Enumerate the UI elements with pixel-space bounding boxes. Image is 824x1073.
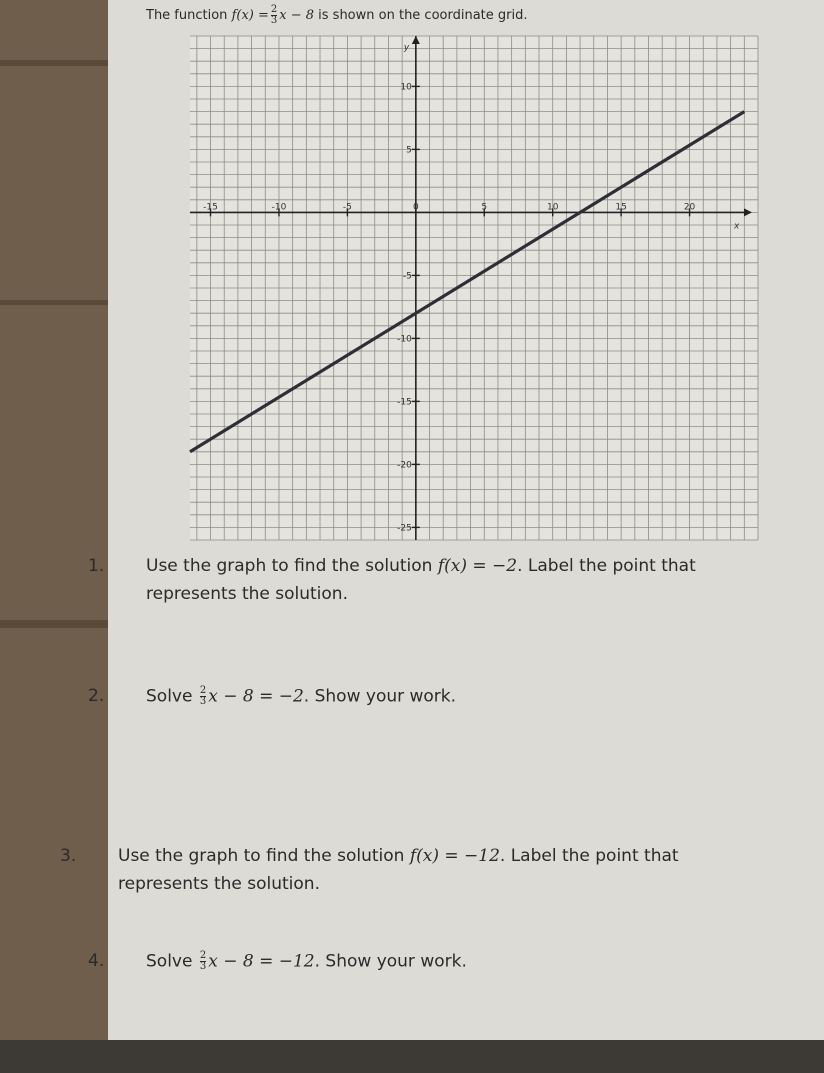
question-text: represents the solution. bbox=[146, 584, 348, 604]
coordinate-grid: -15 -10 -5 0 5 10 15 20 10 5 -5 -10 -15 -20 -25 x y bbox=[189, 35, 759, 541]
wood-grain bbox=[0, 60, 108, 66]
math: x − 8 = −12 bbox=[208, 951, 315, 972]
text: Use the graph to find the solution bbox=[118, 846, 405, 866]
math: f(x) = −2 bbox=[437, 556, 518, 576]
numerator: 2 bbox=[199, 685, 207, 697]
function-line bbox=[189, 110, 746, 454]
y-tick-label: 10 bbox=[400, 82, 412, 92]
numerator: 2 bbox=[270, 4, 278, 16]
y-tick-label: -25 bbox=[397, 523, 412, 533]
y-axis-arrow bbox=[411, 36, 420, 44]
denominator: 3 bbox=[199, 696, 207, 707]
header: The function f(x) = 2 3 x − 8 is shown on t… bbox=[146, 5, 528, 26]
header-math: x − 8 bbox=[279, 8, 315, 23]
question-text: represents the solution. bbox=[118, 874, 320, 894]
x-tick-label: -15 bbox=[203, 202, 218, 212]
question-number: 4. bbox=[88, 951, 105, 971]
question-number: 3. bbox=[60, 846, 77, 866]
y-axis-label: y bbox=[403, 43, 410, 53]
denominator: 3 bbox=[199, 961, 207, 972]
text: . Show your work. bbox=[314, 951, 467, 972]
x-tick-label: 20 bbox=[684, 202, 696, 212]
text: Solve bbox=[146, 951, 193, 972]
x-tick-label: 5 bbox=[481, 202, 487, 212]
question-text: Use the graph to find the solution f(x) … bbox=[146, 556, 696, 576]
wood-grain bbox=[0, 300, 108, 305]
text: . Label the point that bbox=[517, 556, 696, 576]
text: . Label the point that bbox=[499, 846, 679, 866]
text: Use the graph to find the solution bbox=[146, 556, 433, 576]
x-tick-label: 15 bbox=[615, 202, 626, 212]
question-number: 2. bbox=[88, 686, 105, 706]
wood-grain bbox=[0, 620, 108, 628]
bottom-edge bbox=[0, 1040, 824, 1073]
y-tick-label: -15 bbox=[397, 397, 412, 407]
math: f(x) = −12 bbox=[409, 846, 500, 866]
math: x − 8 = −2 bbox=[208, 686, 304, 707]
header-math: f(x) = bbox=[231, 8, 269, 23]
text: Solve bbox=[146, 686, 193, 707]
numerator: 2 bbox=[199, 950, 207, 962]
y-tick-label: 5 bbox=[406, 145, 412, 155]
y-tick-label: -20 bbox=[397, 460, 412, 470]
x-tick-label: -10 bbox=[272, 202, 287, 212]
table-wood bbox=[0, 0, 108, 1040]
x-tick-label: 10 bbox=[547, 202, 559, 212]
denominator: 3 bbox=[270, 15, 278, 26]
x-axis-label: x bbox=[733, 221, 740, 231]
header-text: The function bbox=[146, 8, 228, 23]
header-text: is shown on the coordinate grid. bbox=[318, 8, 528, 23]
x-tick-label: -5 bbox=[343, 202, 352, 212]
question-text: Use the graph to find the solution f(x) … bbox=[118, 846, 679, 866]
x-tick-label: 0 bbox=[413, 202, 419, 212]
text: . Show your work. bbox=[303, 686, 457, 707]
x-axis-arrow bbox=[744, 208, 752, 217]
y-tick-label: -5 bbox=[403, 271, 412, 281]
y-tick-label: -10 bbox=[397, 334, 412, 344]
question-number: 1. bbox=[88, 556, 105, 576]
